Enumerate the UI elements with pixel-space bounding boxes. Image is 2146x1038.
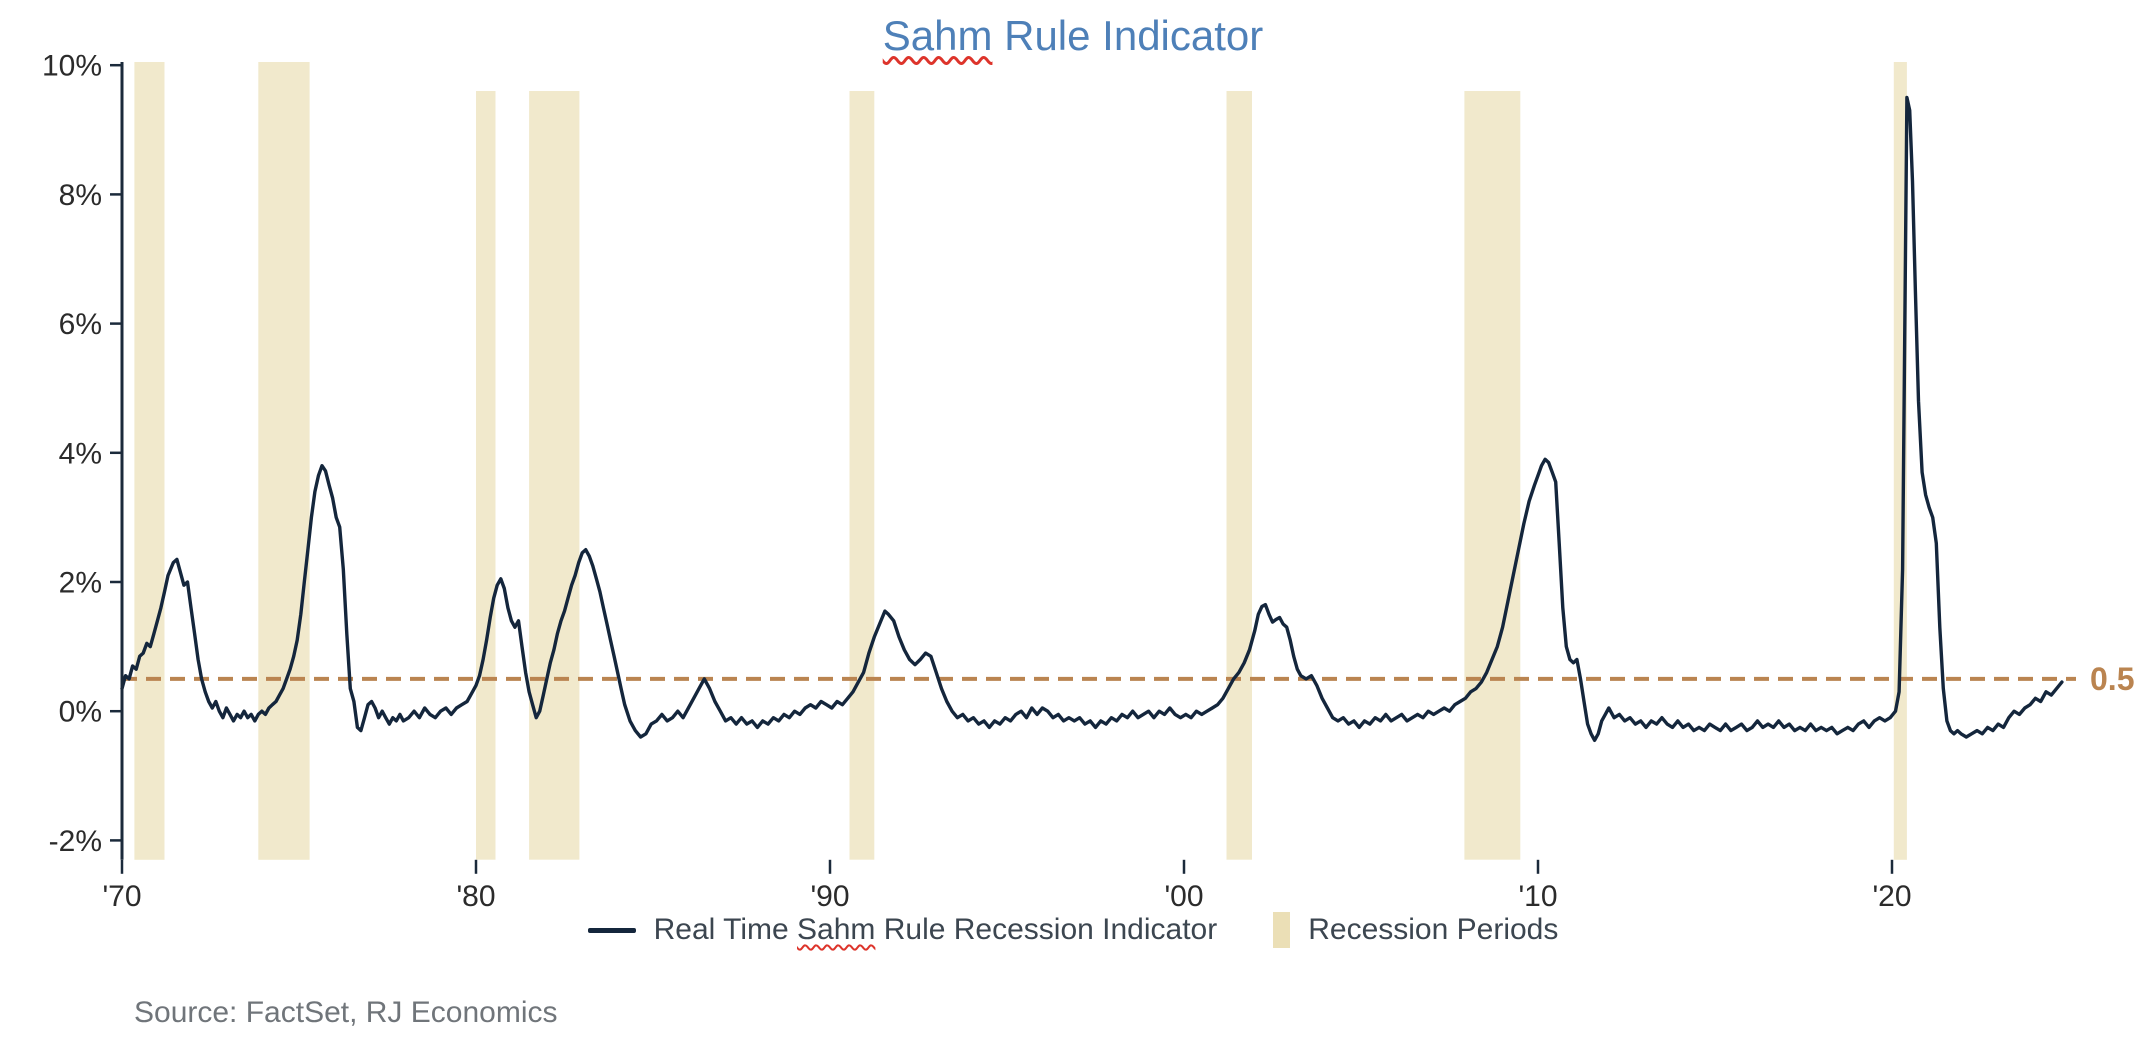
legend-item-indicator: Real Time Sahm Rule Recession Indicator xyxy=(587,913,1218,947)
recession-band xyxy=(849,91,875,860)
source-note: Source: FactSet, RJ Economics xyxy=(134,996,558,1029)
recession-band xyxy=(476,91,496,860)
recession-band xyxy=(1464,91,1521,860)
y-axis-label: 8% xyxy=(59,179,102,212)
threshold-value-label: 0.5 xyxy=(2090,661,2134,697)
y-axis-label: 0% xyxy=(59,696,102,729)
y-axis-label: 4% xyxy=(59,437,102,470)
indicator-line xyxy=(120,95,2064,742)
y-axis-label: 6% xyxy=(59,308,102,341)
line-swatch-icon xyxy=(587,927,636,933)
x-axis-label: '00 xyxy=(1164,880,1203,913)
recession-swatch-icon xyxy=(1273,912,1291,948)
x-axis-label: '70 xyxy=(102,880,141,913)
title-word-sahm: Sahm xyxy=(882,12,993,59)
recession-band xyxy=(1893,62,1907,860)
legend-label-sahm: Sahm xyxy=(797,913,876,946)
recession-band xyxy=(134,62,165,860)
y-axis-label: 2% xyxy=(59,567,102,600)
x-axis-label: '80 xyxy=(456,880,495,913)
page-title: Sahm Rule Indicator xyxy=(0,12,2146,60)
x-axis-label: '90 xyxy=(810,880,849,913)
legend-label-recession: Recession Periods xyxy=(1308,913,1559,946)
chart-legend: Real Time Sahm Rule Recession Indicator … xyxy=(0,912,2146,948)
recession-band xyxy=(1226,91,1252,860)
x-axis-label: '10 xyxy=(1518,880,1557,913)
x-axis-label: '20 xyxy=(1872,880,1911,913)
y-axis-label: -2% xyxy=(49,825,102,858)
legend-label-post: Rule Recession Indicator xyxy=(875,913,1218,946)
legend-label-indicator: Real Time Sahm Rule Recession Indicator xyxy=(654,913,1218,947)
y-axis-label: 10% xyxy=(42,50,102,83)
recession-band xyxy=(258,62,310,860)
recession-band xyxy=(529,91,580,860)
sahm-rule-chart: 10% 8% 6% 4% 2% 0% -2%'70 '80 '90 '00 '10 '20 0.5 xyxy=(42,50,2135,913)
legend-label-pre: Real Time xyxy=(653,913,798,946)
title-rest: Rule Indicator xyxy=(992,12,1264,59)
legend-item-recession: Recession Periods xyxy=(1273,912,1558,948)
